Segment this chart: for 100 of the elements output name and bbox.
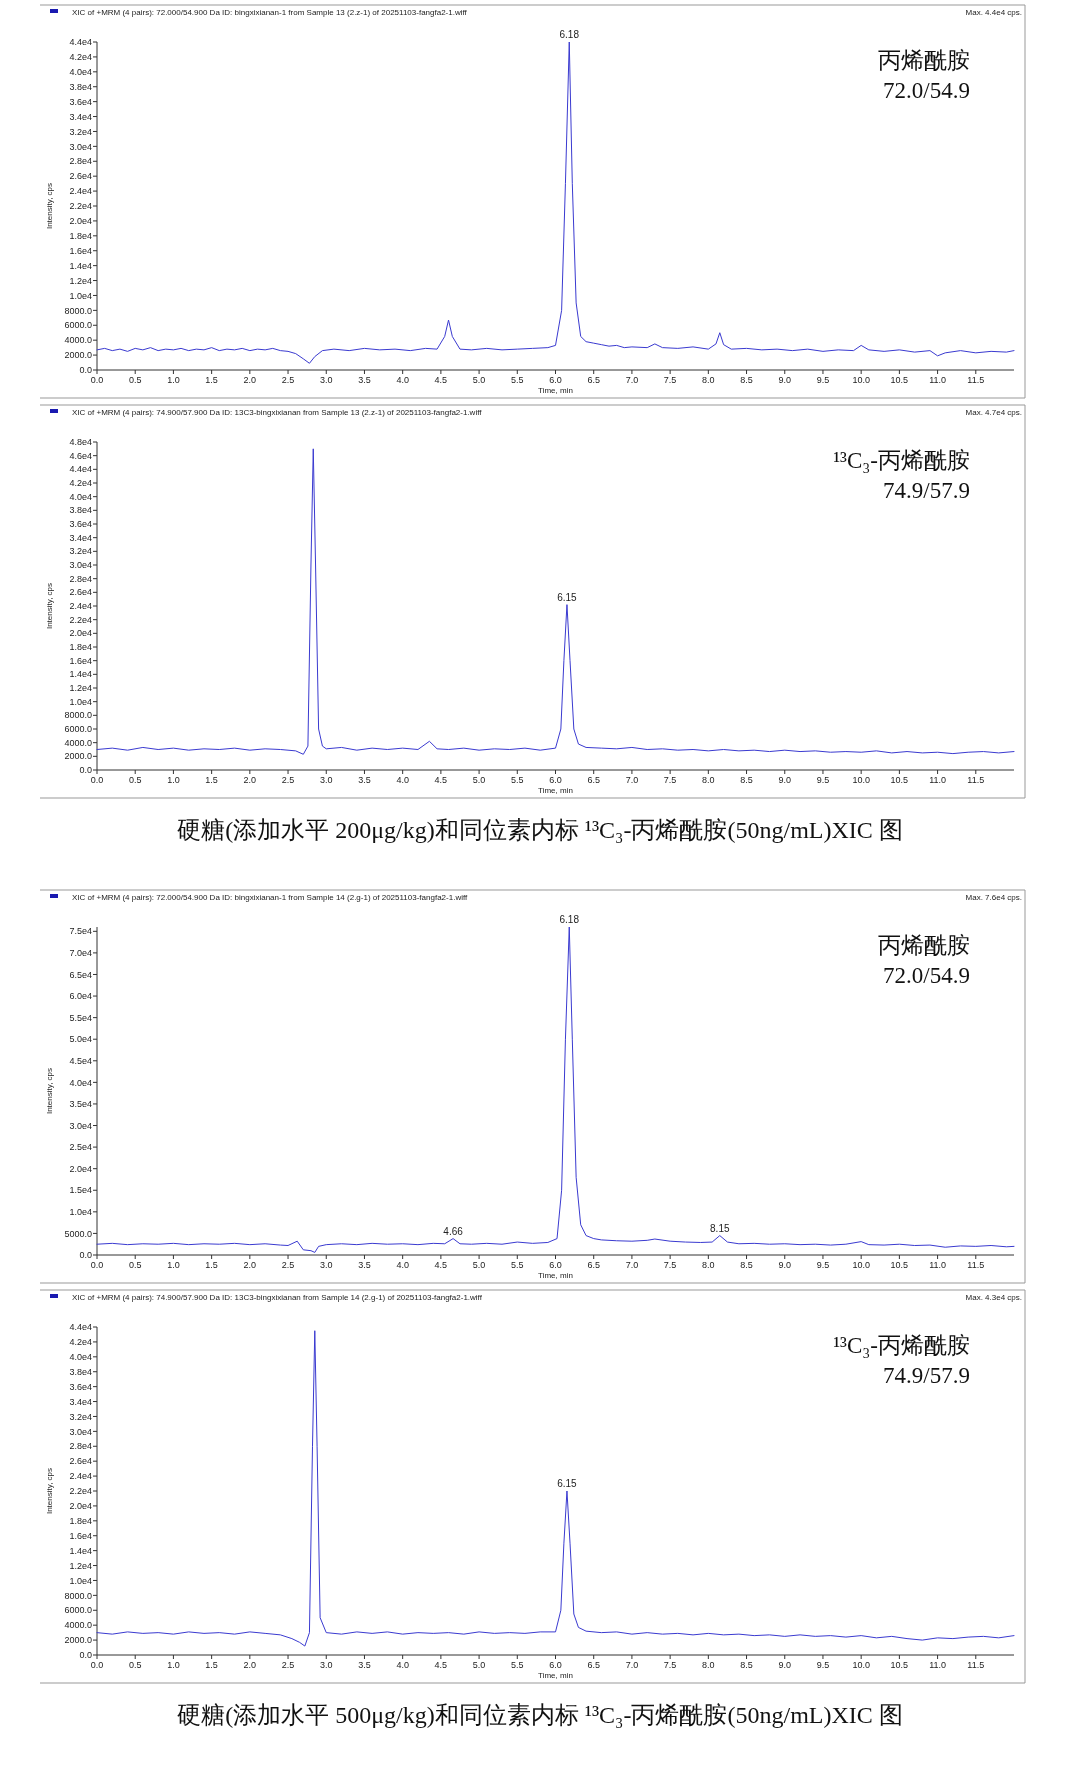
y-tick-label: 1.8e4	[69, 1515, 92, 1526]
y-tick-label: 2.5e4	[69, 1142, 92, 1153]
y-tick-label: 5000.0	[64, 1228, 92, 1239]
x-tick-label: 1.5	[205, 1260, 218, 1270]
line-series	[96, 41, 1015, 364]
chart-subtitle: Max. 4.3e4 cps.	[965, 1293, 1022, 1302]
y-tick-label: 1.5e4	[69, 1185, 92, 1196]
y-tick-label: 6000.0	[64, 724, 92, 735]
y-tick-label: 6000.0	[64, 1605, 92, 1616]
x-tick-label: 8.5	[740, 1260, 753, 1270]
y-tick-label: 2.6e4	[69, 587, 92, 598]
x-tick-label: 0.0	[90, 375, 104, 385]
y-tick-label: 1.4e4	[69, 669, 92, 680]
x-tick-label: 0.5	[128, 1660, 142, 1670]
x-tick-label: 2.5	[281, 375, 295, 385]
x-tick-label: 6.5	[587, 1260, 600, 1270]
x-tick-label: 6.5	[587, 375, 600, 385]
x-tick-label: 1.0	[167, 1660, 180, 1670]
x-tick-label: 5.0	[472, 375, 486, 385]
x-tick-label: 9.5	[816, 1660, 830, 1670]
x-tick-label: 0.5	[128, 1260, 142, 1270]
x-tick-label: 1.5	[205, 375, 218, 385]
x-tick-label: 7.5	[663, 775, 677, 785]
y-tick-label: 0.0	[79, 1250, 92, 1261]
x-tick-label: 2.0	[243, 1260, 257, 1270]
x-axis-title: Time, min	[538, 786, 573, 795]
y-tick-label: 2.0e4	[69, 1163, 92, 1174]
x-tick-label: 7.5	[663, 375, 677, 385]
x-tick-label: 9.0	[778, 375, 792, 385]
y-tick-label: 3.4e4	[69, 1396, 92, 1407]
x-tick-label: 5.0	[472, 1260, 486, 1270]
x-tick-label: 3.5	[358, 775, 371, 785]
x-tick-label: 6.0	[549, 375, 562, 385]
y-tick-label: 1.0e4	[69, 290, 92, 301]
y-tick-label: 2.0e4	[69, 216, 92, 227]
y-tick-label: 4.5e4	[69, 1055, 92, 1066]
y-tick-label: 1.0e4	[69, 1575, 92, 1586]
y-tick-label: 4.2e4	[69, 1337, 92, 1348]
x-tick-label: 11.0	[929, 775, 947, 785]
y-tick-label: 3.0e4	[69, 560, 92, 571]
y-tick-label: 7.0e4	[69, 948, 92, 959]
y-tick-label: 1.6e4	[69, 655, 92, 666]
y-tick-label: 8000.0	[64, 1590, 92, 1601]
line-series	[96, 1330, 1015, 1647]
y-tick-label: 4000.0	[64, 1620, 92, 1631]
x-tick-label: 9.5	[816, 775, 830, 785]
chart-title: XIC of +MRM (4 pairs): 74.900/57.900 Da ID: 13C3-bingxixianan from Sample 13 (2.z-1) of 20251103-fangfa2-1.wiff	[72, 408, 483, 417]
y-tick-label: 3.8e4	[69, 81, 92, 92]
x-tick-label: 3.5	[358, 1260, 371, 1270]
annotation: 8.15	[710, 1222, 730, 1234]
annotation: 72.0/54.9	[883, 78, 970, 103]
y-tick-label: 3.0e4	[69, 1120, 92, 1131]
y-tick-label: 1.4e4	[69, 260, 92, 271]
y-tick-label: 2000.0	[64, 1635, 92, 1646]
y-tick-label: 4.4e4	[69, 37, 92, 48]
y-tick-label: 3.6e4	[69, 519, 92, 530]
x-tick-label: 0.5	[128, 375, 142, 385]
y-tick-label: 6.5e4	[69, 969, 92, 980]
x-tick-label: 9.5	[816, 1260, 830, 1270]
x-tick-label: 5.5	[511, 1260, 524, 1270]
y-tick-label: 4.0e4	[69, 491, 92, 502]
x-tick-label: 8.5	[740, 1660, 753, 1670]
y-tick-label: 6000.0	[64, 320, 92, 331]
y-tick-label: 1.8e4	[69, 642, 92, 653]
annotation: 6.18	[559, 29, 580, 40]
y-tick-label: 1.6e4	[69, 1530, 92, 1541]
x-tick-label: 5.5	[511, 375, 524, 385]
y-tick-label: 2.0e4	[69, 628, 92, 639]
y-tick-label: 1.2e4	[69, 275, 92, 286]
x-tick-label: 10.0	[852, 1660, 870, 1670]
x-tick-label: 10.5	[890, 1660, 909, 1670]
annotation: 74.9/57.9	[883, 1363, 970, 1388]
y-tick-label: 2.2e4	[69, 201, 92, 212]
x-tick-label: 0.0	[90, 1660, 104, 1670]
x-tick-label: 11.5	[967, 1260, 985, 1270]
y-tick-label: 2.8e4	[69, 573, 92, 584]
y-tick-label: 3.6e4	[69, 1381, 92, 1392]
y-tick-label: 3.5e4	[69, 1099, 92, 1110]
x-tick-label: 9.0	[778, 1260, 792, 1270]
x-tick-label: 2.0	[243, 375, 257, 385]
annotation: 6.15	[557, 1478, 578, 1489]
x-tick-label: 2.5	[281, 1260, 295, 1270]
y-tick-label: 3.2e4	[69, 126, 92, 137]
y-tick-label: 2.2e4	[69, 1486, 92, 1497]
y-axis-title: Intensity, cps	[45, 182, 54, 230]
x-tick-label: 5.0	[472, 1660, 486, 1670]
y-tick-label: 2000.0	[64, 751, 92, 762]
x-tick-label: 1.0	[167, 375, 180, 385]
y-tick-label: 4.2e4	[69, 52, 92, 63]
y-tick-label: 6.0e4	[69, 991, 92, 1002]
chart-title: XIC of +MRM (4 pairs): 72.000/54.900 Da ID: bingxixianan-1 from Sample 14 (2.g-1) of 20251103-fangfa2-1.wiff	[72, 893, 469, 902]
x-axis-title: Time, min	[538, 386, 573, 395]
y-tick-label: 0.0	[79, 365, 92, 376]
x-tick-label: 5.5	[511, 775, 524, 785]
x-tick-label: 8.0	[702, 775, 715, 785]
chart-title: XIC of +MRM (4 pairs): 74.900/57.900 Da ID: 13C3-bingxixianan from Sample 14 (2.g-1) of 20251103-fangfa2-1.wiff	[72, 1293, 483, 1302]
x-tick-label: 8.5	[740, 375, 753, 385]
y-tick-label: 2.8e4	[69, 1441, 92, 1452]
x-tick-label: 3.0	[319, 775, 333, 785]
x-tick-label: 8.0	[702, 1660, 715, 1670]
